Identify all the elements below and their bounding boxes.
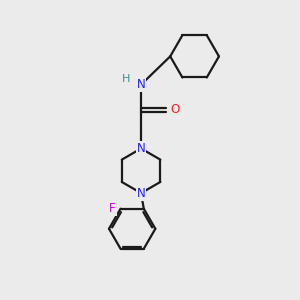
Text: F: F bbox=[109, 202, 116, 215]
Text: N: N bbox=[137, 78, 146, 91]
Text: H: H bbox=[122, 74, 130, 84]
Text: N: N bbox=[137, 142, 146, 155]
Text: O: O bbox=[170, 103, 179, 116]
Text: N: N bbox=[137, 187, 146, 200]
